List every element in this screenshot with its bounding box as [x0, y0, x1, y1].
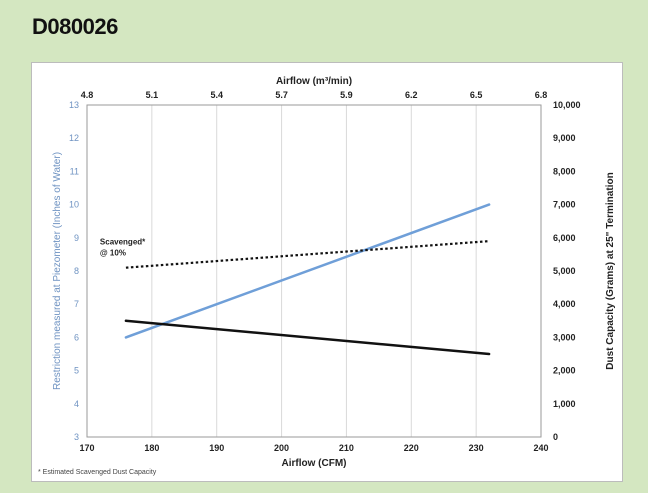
y-tick-label: 12 [69, 133, 79, 143]
y2-tick-label: 0 [553, 432, 558, 442]
footnote: * Estimated Scavenged Dust Capacity [38, 469, 157, 476]
restriction-line [124, 203, 491, 339]
y2-tick-label: 9,000 [553, 133, 576, 143]
y2-tick-label: 2,000 [553, 366, 576, 376]
x-top-tick-label: 6.2 [405, 90, 418, 100]
x-top-tick-label: 4.8 [81, 90, 94, 100]
dust-capacity-line [124, 319, 491, 356]
scavenged-annotation: Scavenged* [100, 238, 146, 247]
y2-tick-label: 8,000 [553, 166, 576, 176]
grid-layer [151, 105, 477, 437]
y-tick-label: 11 [70, 166, 79, 176]
x-tick-label: 230 [469, 443, 484, 453]
x-tick-label: 240 [533, 443, 548, 453]
y2-tick-label: 3,000 [553, 332, 576, 342]
y-tick-label: 13 [69, 100, 79, 110]
part-number-title: D080026 [32, 14, 118, 39]
chart-frame [31, 62, 623, 482]
x-top-tick-label: 5.4 [210, 90, 223, 100]
y-tick-label: 7 [74, 299, 79, 309]
y2-tick-label: 6,000 [553, 233, 576, 243]
x-tick-label: 220 [404, 443, 419, 453]
y-tick-label: 10 [69, 200, 79, 210]
x-tick-label: 210 [339, 443, 354, 453]
y-tick-label: 3 [74, 432, 79, 442]
y-tick-label: 4 [74, 399, 79, 409]
y-tick-label: 5 [74, 366, 79, 376]
y2-tick-label: 5,000 [553, 266, 576, 276]
y2-tick-label: 1,000 [553, 399, 576, 409]
x-axis-title: Airflow (CFM) [282, 458, 347, 469]
x-top-tick-label: 5.7 [275, 90, 288, 100]
y2-tick-label: 10,000 [553, 100, 581, 110]
y2-axis-title: Dust Capacity (Grams) at 25" Termination [605, 172, 616, 369]
x-tick-label: 190 [209, 443, 224, 453]
x-tick-label: 170 [79, 443, 94, 453]
scavenged-dust-line [125, 240, 490, 269]
x-top-tick-label: 6.8 [535, 90, 548, 100]
y-tick-label: 8 [74, 266, 79, 276]
y2-tick-label: 4,000 [553, 299, 576, 309]
plot-area [86, 104, 542, 438]
y2-tick-label: 7,000 [553, 200, 576, 210]
y-tick-label: 6 [74, 332, 79, 342]
scavenged-annotation-percent: @ 10% [100, 249, 126, 258]
x-top-axis-title: Airflow (m³/min) [276, 76, 352, 87]
y-axis-title: Restriction measured at Piezometer (Inch… [52, 152, 63, 390]
y-tick-label: 9 [74, 233, 79, 243]
x-top-tick-label: 5.1 [146, 90, 159, 100]
x-tick-label: 200 [274, 443, 289, 453]
tick-layer: 170 180 190 200 210 220 230 240 4.8 5.1 5.4 5.7 5.9 6… [69, 90, 581, 453]
x-top-tick-label: 5.9 [340, 90, 353, 100]
x-tick-label: 180 [144, 443, 159, 453]
x-top-tick-label: 6.5 [470, 90, 483, 100]
series-layer [124, 203, 491, 356]
